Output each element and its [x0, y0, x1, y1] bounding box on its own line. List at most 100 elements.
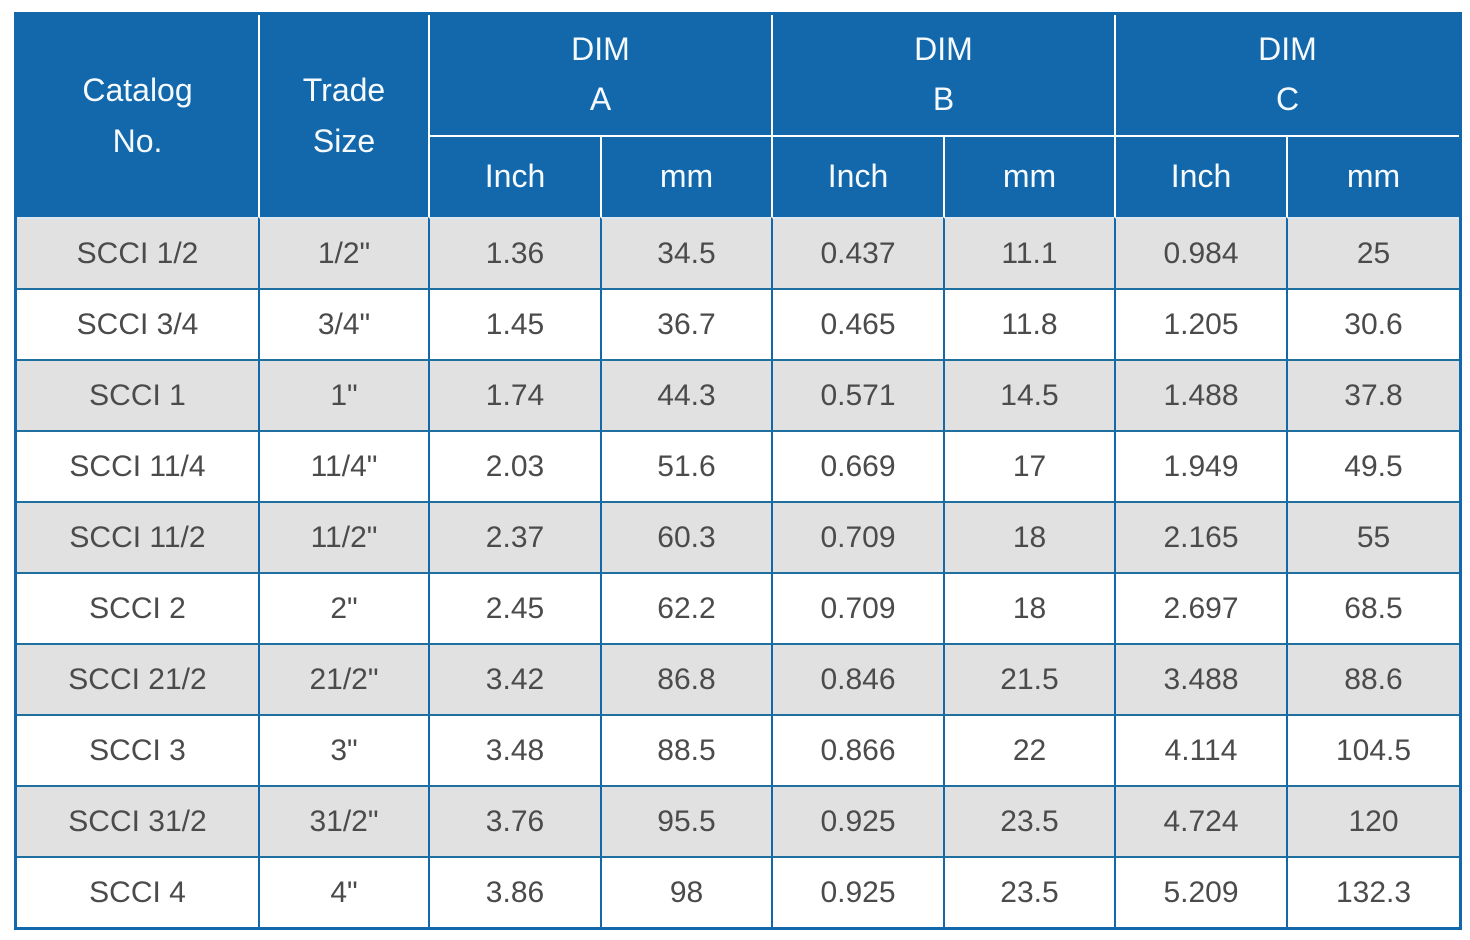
cell-dim-a-inch: 1.74: [428, 359, 600, 430]
cell-dim-a-mm: 98: [600, 856, 771, 927]
header-dim-c-inch: Inch: [1114, 137, 1286, 217]
cell-dim-a-inch: 3.76: [428, 785, 600, 856]
cell-trade-size: 3/4": [258, 288, 428, 359]
cell-dim-a-inch: 2.37: [428, 501, 600, 572]
cell-dim-b-inch: 0.846: [771, 643, 943, 714]
header-dim-b-inch: Inch: [771, 137, 943, 217]
cell-dim-a-mm: 51.6: [600, 430, 771, 501]
cell-catalog: SCCI 3/4: [17, 288, 258, 359]
cell-dim-a-inch: 2.03: [428, 430, 600, 501]
cell-dim-b-inch: 0.437: [771, 217, 943, 288]
cell-catalog: SCCI 11/2: [17, 501, 258, 572]
cell-catalog: SCCI 1/2: [17, 217, 258, 288]
cell-dim-a-inch: 3.42: [428, 643, 600, 714]
cell-trade-size: 1/2": [258, 217, 428, 288]
cell-dim-b-mm: 23.5: [943, 856, 1114, 927]
cell-dim-b-mm: 22: [943, 714, 1114, 785]
cell-trade-size: 3": [258, 714, 428, 785]
cell-dim-c-inch: 5.209: [1114, 856, 1286, 927]
cell-dim-b-inch: 0.709: [771, 572, 943, 643]
cell-dim-b-mm: 11.8: [943, 288, 1114, 359]
cell-catalog: SCCI 11/4: [17, 430, 258, 501]
cell-dim-b-mm: 17: [943, 430, 1114, 501]
header-dim-b-mm: mm: [943, 137, 1114, 217]
cell-dim-a-inch: 1.45: [428, 288, 600, 359]
cell-dim-c-inch: 2.697: [1114, 572, 1286, 643]
cell-catalog: SCCI 1: [17, 359, 258, 430]
header-unit-row: Inch mm Inch mm Inch mm: [17, 137, 1459, 217]
dimensions-table: Catalog No. Trade Size DIM A DIM B DIM C…: [14, 12, 1462, 930]
cell-dim-a-mm: 95.5: [600, 785, 771, 856]
cell-dim-c-mm: 88.6: [1286, 643, 1459, 714]
cell-dim-c-inch: 4.114: [1114, 714, 1286, 785]
table-row: SCCI 21/2 21/2" 3.42 86.8 0.846 21.5 3.488 88.6: [17, 643, 1459, 714]
cell-dim-b-inch: 0.571: [771, 359, 943, 430]
cell-dim-c-inch: 1.488: [1114, 359, 1286, 430]
cell-trade-size: 31/2": [258, 785, 428, 856]
table-row: SCCI 31/2 31/2" 3.76 95.5 0.925 23.5 4.724 120: [17, 785, 1459, 856]
cell-trade-size: 21/2": [258, 643, 428, 714]
header-catalog-no: Catalog No.: [17, 15, 258, 217]
table-row: SCCI 3 3" 3.48 88.5 0.866 22 4.114 104.5: [17, 714, 1459, 785]
cell-trade-size: 1": [258, 359, 428, 430]
cell-dim-a-mm: 44.3: [600, 359, 771, 430]
cell-dim-a-mm: 62.2: [600, 572, 771, 643]
cell-dim-a-inch: 3.48: [428, 714, 600, 785]
header-trade-size: Trade Size: [258, 15, 428, 217]
cell-dim-c-mm: 37.8: [1286, 359, 1459, 430]
header-group-row: Catalog No. Trade Size DIM A DIM B DIM C: [17, 15, 1459, 217]
cell-catalog: SCCI 4: [17, 856, 258, 927]
cell-dim-c-inch: 4.724: [1114, 785, 1286, 856]
cell-dim-b-mm: 18: [943, 501, 1114, 572]
table-row: SCCI 1/2 1/2" 1.36 34.5 0.437 11.1 0.984 25: [17, 217, 1459, 288]
header-dim-c-mm: mm: [1286, 137, 1459, 217]
cell-dim-b-mm: 11.1: [943, 217, 1114, 288]
cell-dim-c-inch: 3.488: [1114, 643, 1286, 714]
cell-dim-b-inch: 0.465: [771, 288, 943, 359]
cell-dim-b-inch: 0.709: [771, 501, 943, 572]
table-row: SCCI 2 2" 2.45 62.2 0.709 18 2.697 68.5: [17, 572, 1459, 643]
cell-dim-b-mm: 14.5: [943, 359, 1114, 430]
cell-dim-b-mm: 21.5: [943, 643, 1114, 714]
cell-dim-a-inch: 3.86: [428, 856, 600, 927]
cell-trade-size: 4": [258, 856, 428, 927]
cell-dim-b-inch: 0.925: [771, 785, 943, 856]
cell-dim-a-mm: 88.5: [600, 714, 771, 785]
table-row: SCCI 11/4 11/4" 2.03 51.6 0.669 17 1.949 49.5: [17, 430, 1459, 501]
cell-catalog: SCCI 31/2: [17, 785, 258, 856]
cell-dim-c-mm: 132.3: [1286, 856, 1459, 927]
cell-trade-size: 2": [258, 572, 428, 643]
cell-dim-c-mm: 49.5: [1286, 430, 1459, 501]
cell-dim-b-mm: 23.5: [943, 785, 1114, 856]
cell-dim-c-mm: 25: [1286, 217, 1459, 288]
table-header: Catalog No. Trade Size DIM A DIM B DIM C…: [17, 15, 1459, 217]
cell-dim-a-mm: 60.3: [600, 501, 771, 572]
cell-dim-b-inch: 0.925: [771, 856, 943, 927]
cell-dim-c-mm: 104.5: [1286, 714, 1459, 785]
cell-trade-size: 11/4": [258, 430, 428, 501]
cell-dim-b-mm: 18: [943, 572, 1114, 643]
cell-catalog: SCCI 3: [17, 714, 258, 785]
table-row: SCCI 11/2 11/2" 2.37 60.3 0.709 18 2.165 55: [17, 501, 1459, 572]
header-dim-a: DIM A: [428, 15, 771, 137]
header-dim-a-mm: mm: [600, 137, 771, 217]
cell-dim-c-mm: 30.6: [1286, 288, 1459, 359]
cell-dim-b-inch: 0.866: [771, 714, 943, 785]
table-row: SCCI 3/4 3/4" 1.45 36.7 0.465 11.8 1.205 30.6: [17, 288, 1459, 359]
cell-catalog: SCCI 2: [17, 572, 258, 643]
table-body: SCCI 1/2 1/2" 1.36 34.5 0.437 11.1 0.984 25 SCCI…: [17, 217, 1459, 927]
cell-dim-a-mm: 86.8: [600, 643, 771, 714]
cell-dim-a-inch: 2.45: [428, 572, 600, 643]
cell-dim-c-inch: 0.984: [1114, 217, 1286, 288]
cell-dim-b-inch: 0.669: [771, 430, 943, 501]
cell-dim-c-mm: 120: [1286, 785, 1459, 856]
cell-dim-c-inch: 2.165: [1114, 501, 1286, 572]
cell-dim-c-inch: 1.949: [1114, 430, 1286, 501]
cell-dim-a-mm: 36.7: [600, 288, 771, 359]
header-dim-c: DIM C: [1114, 15, 1459, 137]
cell-dim-c-inch: 1.205: [1114, 288, 1286, 359]
cell-trade-size: 11/2": [258, 501, 428, 572]
cell-dim-c-mm: 68.5: [1286, 572, 1459, 643]
cell-catalog: SCCI 21/2: [17, 643, 258, 714]
